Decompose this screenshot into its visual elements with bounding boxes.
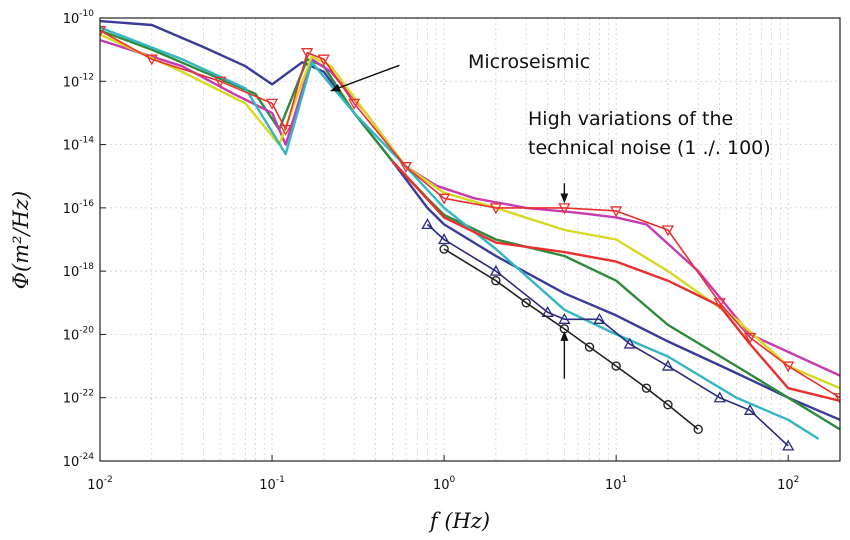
series-marker-5 xyxy=(265,98,279,110)
series-line-6 xyxy=(391,160,840,402)
y-tick-label: 10-20 xyxy=(63,325,95,343)
x-tick-base: 10 xyxy=(259,478,276,493)
x-tick-exp: 1 xyxy=(622,475,628,485)
series-marker-7 xyxy=(437,233,451,245)
series-marker-7 xyxy=(541,305,554,317)
x-tick-label: 100 xyxy=(433,475,456,493)
annotations: Microseismic High variations of the techni… xyxy=(330,51,771,379)
series-marker-7 xyxy=(558,312,571,324)
series-marker-8 xyxy=(439,244,449,254)
y-tick-base: 10 xyxy=(63,265,80,280)
series-marker-5 xyxy=(100,25,107,37)
annotation-text: technical noise (1 ./. 100) xyxy=(528,137,771,159)
x-tick-label: 101 xyxy=(605,475,627,493)
y-tick-label: 10-18 xyxy=(63,262,95,280)
y-tick-exp: -10 xyxy=(79,9,94,19)
series-layer xyxy=(100,19,840,451)
series-marker-5 xyxy=(489,203,503,215)
y-tick-exp: -12 xyxy=(79,72,94,82)
series-line-8 xyxy=(443,248,699,431)
series-marker-5 xyxy=(301,48,314,60)
annotation-text: High variations of the xyxy=(528,108,733,130)
series-marker-8 xyxy=(611,361,621,371)
series-marker-7 xyxy=(743,403,757,415)
y-tick-label: 10-24 xyxy=(63,452,95,470)
y-tick-exp: -24 xyxy=(79,452,94,462)
y-tick-base: 10 xyxy=(63,12,80,27)
series-marker-7 xyxy=(623,337,636,349)
series-marker-5 xyxy=(713,298,726,310)
x-tick-base: 10 xyxy=(777,478,794,493)
series-line-3 xyxy=(100,33,840,390)
y-tick-exp: -22 xyxy=(79,389,94,399)
series-marker-8 xyxy=(521,298,531,308)
series-marker-8 xyxy=(663,400,673,410)
y-tick-base: 10 xyxy=(63,202,80,217)
series-marker-5 xyxy=(399,162,413,174)
x-tick-exp: 0 xyxy=(450,475,456,485)
x-tick-exp: 2 xyxy=(794,475,800,485)
series-marker-5 xyxy=(661,225,675,237)
series-marker-5 xyxy=(743,332,757,344)
series-marker-5 xyxy=(833,393,840,405)
y-tick-base: 10 xyxy=(63,139,80,154)
series-marker-5 xyxy=(317,54,330,66)
plot-frame xyxy=(99,17,841,462)
x-tick-label: 10-2 xyxy=(87,475,113,493)
x-tick-base: 10 xyxy=(433,478,450,493)
y-tick-base: 10 xyxy=(63,328,80,343)
x-tick-exp: -1 xyxy=(276,475,285,485)
series-marker-5 xyxy=(348,98,361,110)
series-marker-5 xyxy=(214,76,227,88)
series-marker-7 xyxy=(782,439,795,451)
y-tick-base: 10 xyxy=(63,392,80,407)
y-tick-label: 10-10 xyxy=(63,9,95,27)
y-tick-exp: -18 xyxy=(79,262,94,272)
series-marker-8 xyxy=(641,383,652,393)
series-marker-8 xyxy=(584,342,595,352)
y-tick-label: 10-14 xyxy=(63,136,95,154)
x-tick-base: 10 xyxy=(605,478,622,493)
y-tick-base: 10 xyxy=(63,455,80,470)
series-marker-7 xyxy=(713,391,726,403)
x-tick-label: 10-1 xyxy=(259,475,285,493)
series-marker-5 xyxy=(145,54,158,66)
annotation-arrow xyxy=(330,64,400,92)
axis-ticks: 10-2 10-1 100 101 10210-1010-1210-1410-1610-… xyxy=(63,9,800,493)
y-tick-base: 10 xyxy=(63,75,80,90)
series-marker-8 xyxy=(693,424,703,435)
series-marker-7 xyxy=(421,218,434,230)
series-marker-7 xyxy=(661,359,675,371)
series-marker-5 xyxy=(610,206,623,218)
y-tick-label: 10-22 xyxy=(63,389,94,407)
series-marker-5 xyxy=(437,193,451,205)
series-line-7 xyxy=(426,223,789,447)
series-line-4 xyxy=(100,26,820,440)
x-tick-base: 10 xyxy=(87,478,104,493)
x-tick-label: 102 xyxy=(777,475,799,493)
y-axis-label: Φ(m²/Hz) xyxy=(9,191,33,289)
series-line-0 xyxy=(100,19,840,421)
series-marker-5 xyxy=(279,124,292,136)
series-line-5 xyxy=(100,29,840,399)
y-tick-exp: -16 xyxy=(79,199,94,209)
series-marker-8 xyxy=(491,275,501,286)
series-marker-5 xyxy=(558,203,571,215)
y-tick-label: 10-16 xyxy=(63,199,95,217)
x-tick-exp: -2 xyxy=(104,475,113,485)
series-marker-5 xyxy=(782,361,795,373)
series-marker-7 xyxy=(593,312,606,324)
series-marker-7 xyxy=(489,264,503,276)
y-tick-exp: -14 xyxy=(79,136,94,146)
x-axis-label: f (Hz) xyxy=(428,509,490,533)
annotation-text: Microseismic xyxy=(468,51,590,73)
y-tick-label: 10-12 xyxy=(63,72,94,90)
y-tick-exp: -20 xyxy=(79,325,94,335)
